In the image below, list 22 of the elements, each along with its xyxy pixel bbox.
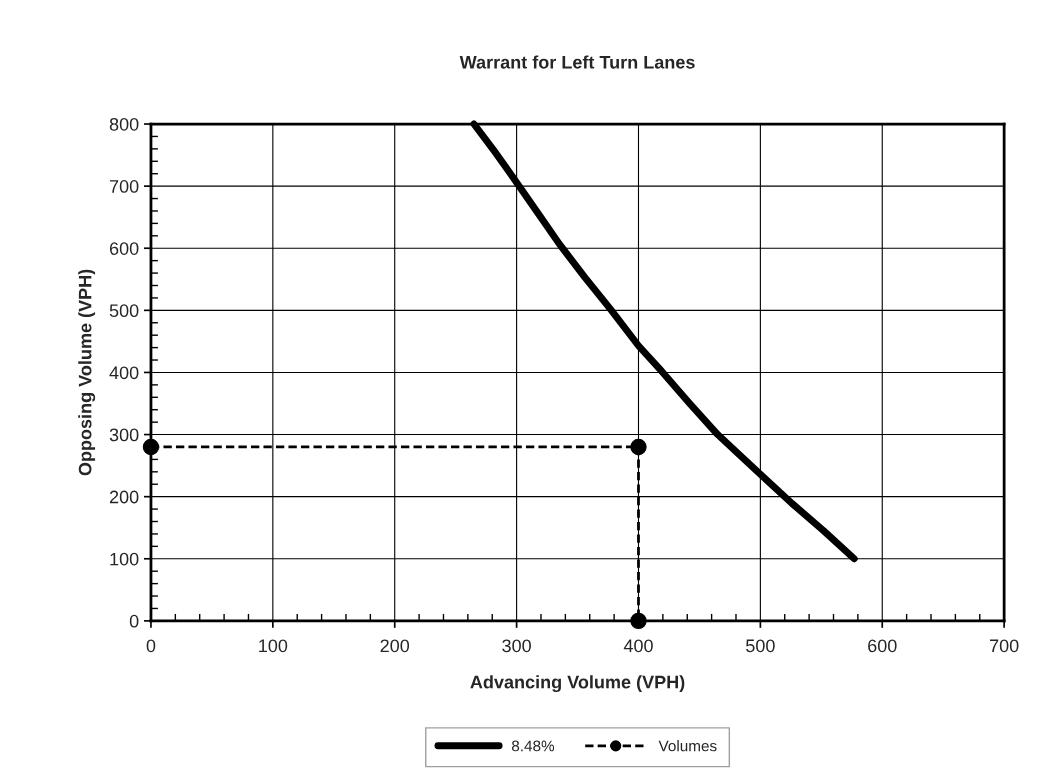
x-tick-label: 700 <box>990 639 1019 653</box>
y-tick-label: 0 <box>129 614 139 628</box>
y-tick-label: 800 <box>109 117 139 131</box>
legend-label: 8.48% <box>511 740 555 752</box>
y-axis-title: Opposing Volume (VPH) <box>78 269 96 476</box>
x-tick-label: 600 <box>868 639 897 653</box>
legend-label: Volumes <box>658 740 717 752</box>
x-tick-label: 400 <box>623 639 653 653</box>
y-tick-label: 200 <box>109 490 139 504</box>
x-tick-label: 300 <box>502 639 531 653</box>
y-tick-label: 400 <box>109 366 139 380</box>
x-tick-label: 500 <box>746 639 775 653</box>
y-tick-label: 600 <box>109 242 139 255</box>
x-tick-label: 0 <box>146 639 156 653</box>
y-tick-label: 100 <box>110 552 139 566</box>
x-tick-label: 100 <box>259 639 288 653</box>
chart-title: Warrant for Left Turn Lanes <box>459 55 695 69</box>
x-tick-label: 200 <box>380 639 410 653</box>
y-tick-label: 300 <box>109 428 139 442</box>
y-tick-label: 700 <box>109 180 139 193</box>
y-tick-label: 500 <box>109 304 139 318</box>
x-axis-title: Advancing Volume (VPH) <box>470 675 685 693</box>
